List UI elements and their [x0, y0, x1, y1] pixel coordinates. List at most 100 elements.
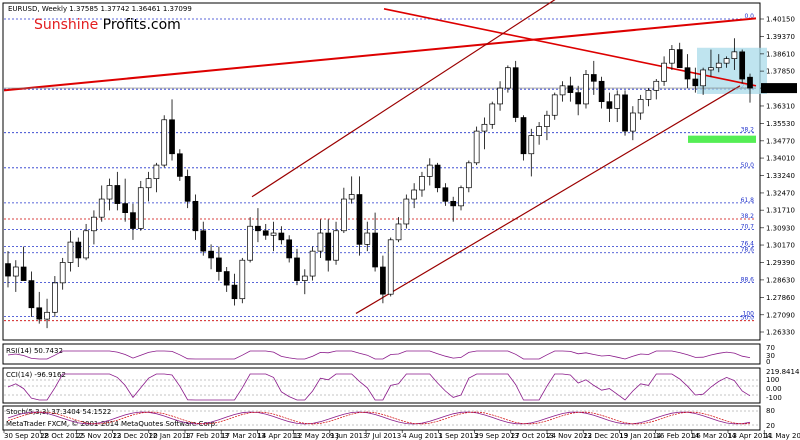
- candle-body: [676, 49, 683, 69]
- y-tick-label: 1.27090: [766, 311, 795, 319]
- candle-body: [122, 203, 129, 213]
- candle-body: [731, 51, 738, 59]
- indicator-tick-label: 0: [766, 358, 770, 366]
- candle-body: [153, 164, 160, 180]
- rsi-line: [7, 350, 751, 360]
- candle-body: [36, 307, 43, 320]
- channel-lower-line: [355, 85, 741, 314]
- fibo-label: 78.6: [741, 247, 755, 254]
- candle-body: [130, 212, 136, 229]
- current-price-label: 1.37099: [765, 85, 794, 93]
- candle-body: [458, 187, 464, 207]
- y-tick-label: 1.31710: [766, 207, 795, 215]
- cci-line: [7, 373, 751, 401]
- candle-body: [708, 67, 714, 71]
- candle-body: [372, 232, 378, 268]
- x-tick-label: 17 Mar 2013: [221, 432, 265, 440]
- x-tick-label: 24 Nov 2013: [547, 432, 592, 440]
- candle-body: [356, 194, 363, 245]
- fibo-label: 76.4: [741, 240, 755, 247]
- candle-body: [333, 230, 339, 261]
- candle-body: [520, 117, 527, 155]
- candle-body: [489, 103, 496, 125]
- candle-body: [473, 130, 480, 164]
- x-tick-label: 13 Apr 2014: [728, 432, 772, 440]
- fibo-label: 61.8: [741, 197, 755, 204]
- y-tick-label: 1.26330: [766, 329, 795, 337]
- candle-body: [575, 92, 582, 105]
- stoch-title: Stoch(5,3,3) 37.3404 54.1522: [6, 408, 111, 416]
- indicator-tick-label: 0.00: [766, 385, 782, 393]
- candle-body: [544, 114, 550, 127]
- candle-body: [505, 67, 511, 89]
- symbol-readout: EURUSD, Weekly 1.37585 1.37742 1.36461 1…: [8, 5, 192, 13]
- candle-body: [216, 257, 222, 272]
- candle-body: [83, 230, 89, 259]
- price-plot: 0.023.638.250.061.838.270.776.478.688.61…: [3, 0, 767, 329]
- x-tick-label: 9 Jun 2013: [330, 432, 368, 440]
- fibo-label: 38.2: [741, 127, 755, 134]
- channel-upper-line: [251, 0, 556, 198]
- fibo-label: 0.0: [744, 13, 754, 20]
- indicator-tick-label: -100: [766, 394, 782, 402]
- candle-body: [512, 67, 519, 118]
- x-tick-label: 4 Aug 2013: [402, 432, 442, 440]
- candle-body: [434, 164, 441, 189]
- indicator-tick-label: 20: [766, 422, 775, 430]
- stoch-main-line: [7, 411, 751, 425]
- fibo-label: 100: [743, 310, 755, 317]
- stoch-signal-line: [7, 411, 751, 425]
- candle-body: [723, 58, 730, 64]
- candle-body: [590, 74, 597, 82]
- y-tick-label: 1.30170: [766, 242, 795, 250]
- candle-body: [442, 187, 449, 202]
- brand-sunshine: Sunshine: [34, 17, 98, 33]
- brand-logo: Sunshine Profits.com: [34, 17, 181, 33]
- candle-body: [270, 232, 277, 236]
- candle-body: [606, 101, 613, 109]
- candle-body: [301, 275, 308, 281]
- candle-body: [739, 51, 746, 80]
- candle-body: [91, 216, 97, 232]
- copyright-text: MetaTrader FXCM, © 2001-2014 MetaQuotes …: [6, 420, 217, 428]
- y-tick-label: 1.27860: [766, 294, 795, 302]
- y-tick-label: 1.29390: [766, 259, 795, 267]
- fibo-label: 88.6: [741, 276, 755, 283]
- y-tick-label: 1.36310: [766, 102, 795, 110]
- indicator-tick-label: 30: [766, 352, 775, 360]
- candle-body: [637, 99, 644, 114]
- candle-body: [692, 78, 699, 87]
- y-tick-label: 1.34010: [766, 155, 795, 163]
- x-tick-label: 12 May 2013: [294, 432, 340, 440]
- candle-body: [12, 266, 19, 277]
- candle-body: [137, 187, 144, 229]
- candle-body: [20, 266, 27, 281]
- candle-body: [364, 232, 371, 245]
- candle-body: [715, 62, 722, 69]
- x-tick-label: 16 Mar 2014: [692, 432, 737, 440]
- candle-body: [325, 232, 332, 261]
- candle-body: [255, 225, 261, 232]
- candle-body: [380, 266, 386, 295]
- indicator-tick-label: 80: [766, 407, 775, 415]
- y-tick-label: 1.35530: [766, 120, 795, 128]
- candle-body: [231, 284, 238, 300]
- x-tick-label: 16 Feb 2014: [656, 432, 700, 440]
- candle-body: [98, 198, 105, 218]
- candle-body: [583, 74, 589, 105]
- y-tick-label: 1.34770: [766, 137, 795, 145]
- brand-profits: Profits.com: [98, 17, 181, 33]
- y-tick-label: 1.30930: [766, 224, 795, 232]
- candle-body: [52, 282, 58, 313]
- candle-body: [426, 164, 433, 177]
- candle-body: [536, 126, 542, 136]
- candle-body: [747, 76, 753, 89]
- x-tick-label: 23 Dec 2012: [113, 432, 158, 440]
- candle-body: [622, 94, 628, 132]
- candle-body: [598, 80, 605, 103]
- y-tick-label: 1.39370: [766, 33, 795, 41]
- candle-body: [200, 230, 207, 252]
- candle-body: [567, 85, 574, 93]
